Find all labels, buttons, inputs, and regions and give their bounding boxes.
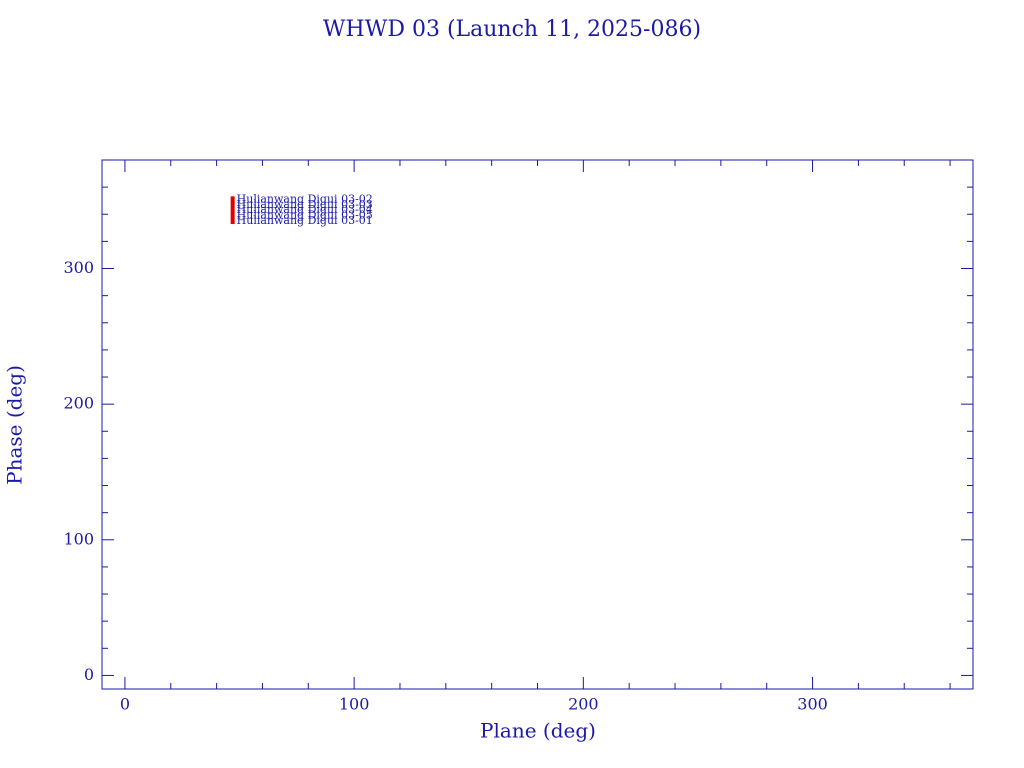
point [230, 212, 235, 219]
x-tick-label: 0 [120, 695, 130, 714]
point-label: Hulianwang Digui 03-01 [237, 214, 373, 227]
y-tick-label: 300 [63, 258, 94, 277]
point [230, 201, 235, 208]
point-label: Hulianwang Digui 03-04 [237, 203, 373, 216]
point [230, 196, 235, 203]
point-label: Hulianwang Digui 03-03 [237, 198, 373, 211]
x-tick-label: 300 [797, 695, 828, 714]
x-axis-label: Plane (deg) [480, 719, 596, 743]
point-label: Hulianwang Digui 03-02 [237, 192, 373, 205]
point [230, 218, 235, 225]
y-tick-label: 200 [63, 394, 94, 413]
plot-frame [101, 159, 974, 690]
point [230, 207, 235, 214]
y-tick-label: 100 [63, 529, 94, 548]
y-tick-label: 0 [84, 665, 94, 684]
y-axis-label: Phase (deg) [3, 365, 27, 485]
x-tick-label: 200 [568, 695, 599, 714]
point-label: Hulianwang Digui 03-05 [237, 209, 373, 222]
x-tick-label: 100 [339, 695, 370, 714]
chart-title: WHWD 03 (Launch 11, 2025-086) [323, 17, 701, 42]
